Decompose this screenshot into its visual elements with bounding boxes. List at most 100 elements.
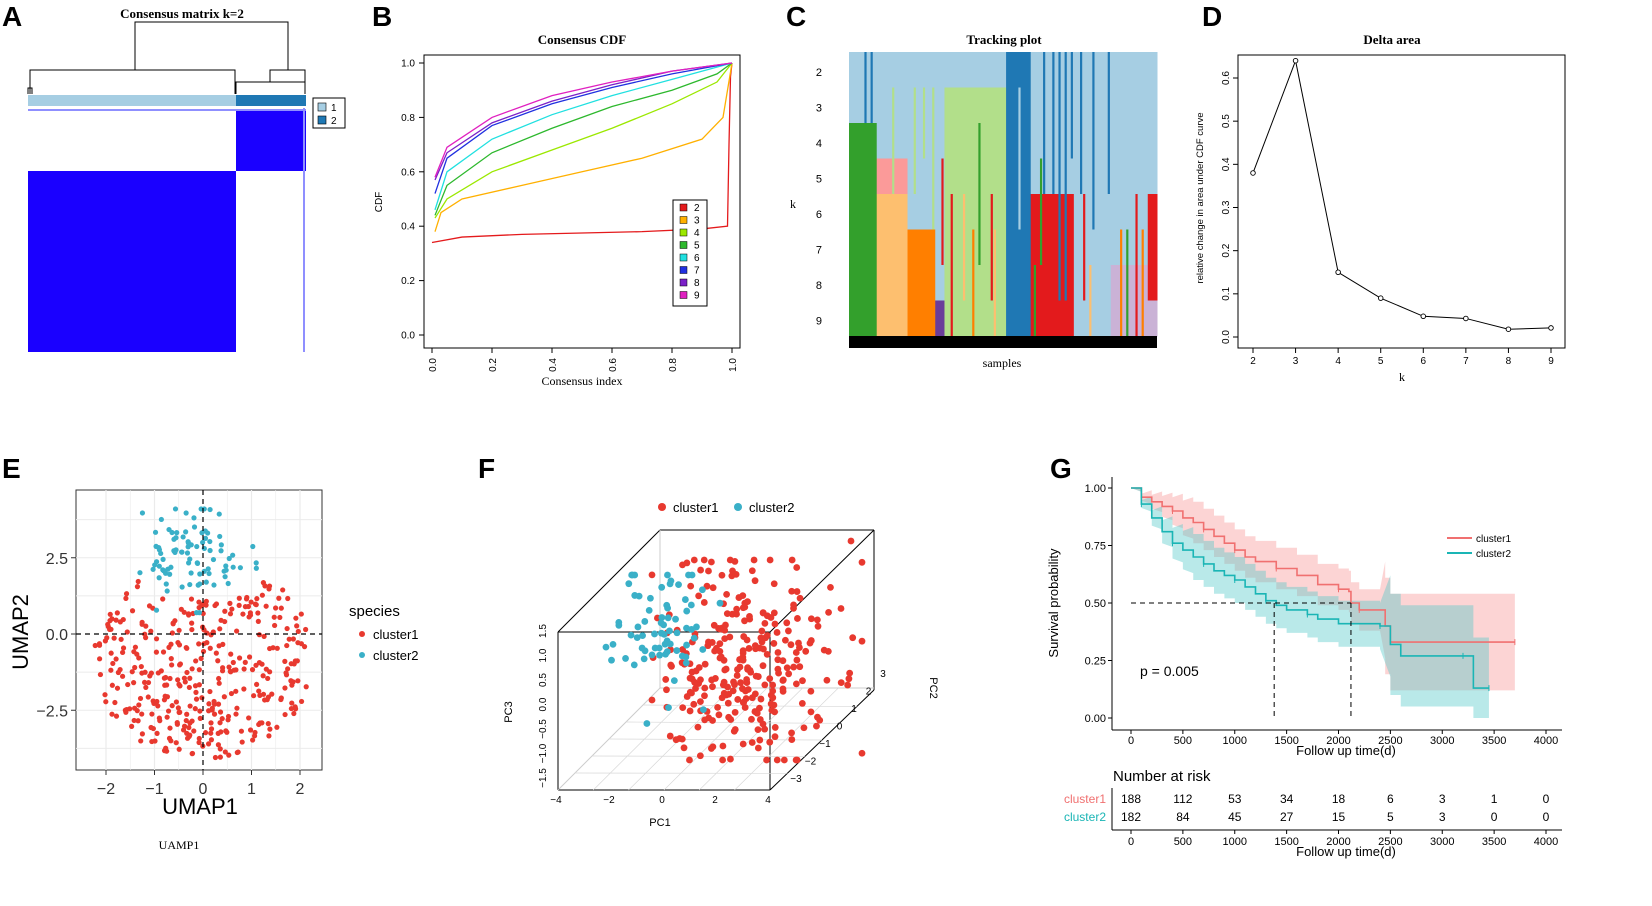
pca-legend-2: cluster2 [749, 500, 795, 515]
pca-point-cluster2 [683, 641, 690, 649]
tracking-segment [1073, 300, 1112, 337]
umap-point-cluster1 [135, 718, 141, 724]
umap-point-cluster1 [215, 701, 222, 707]
risk-x-label: Follow up time(d) [1296, 844, 1396, 859]
umap-point-cluster1 [256, 660, 263, 666]
umap-point-cluster1 [166, 644, 172, 650]
pca-point-cluster1 [845, 675, 853, 683]
pca-point-cluster1 [732, 570, 740, 578]
umap-point-cluster2 [216, 511, 222, 517]
umap-point-cluster1 [96, 641, 103, 647]
umap-legend-title: species [349, 603, 400, 620]
umap-point-cluster1 [112, 699, 118, 706]
umap-point-cluster1 [184, 645, 190, 651]
umap-point-cluster1 [290, 636, 296, 642]
umap-point-cluster1 [219, 716, 225, 722]
umap-point-cluster2 [218, 548, 224, 554]
umap-point-cluster2 [179, 549, 185, 555]
umap-point-cluster1 [200, 648, 207, 655]
pca-point-cluster1 [837, 679, 845, 687]
umap-point-cluster1 [262, 697, 268, 703]
umap-point-cluster1 [132, 664, 138, 671]
tracking-segment [1006, 52, 1032, 88]
tracking-streak [1107, 52, 1110, 194]
pca-point-cluster1 [783, 619, 791, 627]
tracking-segment [1147, 265, 1158, 301]
cdf-legend-label-9: 9 [694, 291, 700, 302]
umap-point-cluster1 [139, 711, 145, 717]
km-plot [1131, 487, 1516, 718]
risk-x-tick-label: 3500 [1482, 836, 1506, 848]
pca-box [557, 529, 875, 791]
pca-point-cluster2 [643, 720, 651, 727]
umap-point-cluster2 [194, 543, 200, 550]
pca-point-cluster1 [744, 664, 752, 672]
pca-point-cluster2 [687, 601, 695, 609]
umap-point-cluster1 [197, 708, 203, 714]
pca-floor-grid [608, 738, 823, 741]
umap-point-cluster1 [189, 626, 195, 633]
umap-point-cluster1 [153, 636, 160, 642]
risk-cell: 27 [1280, 810, 1294, 824]
tracking-segment [1006, 229, 1032, 266]
umap-point-cluster1 [102, 638, 108, 644]
pca-point-cluster2 [672, 615, 679, 623]
umap-point-cluster1 [115, 669, 121, 676]
umap-point-cluster1 [240, 611, 246, 617]
tracking-segment [876, 194, 909, 230]
umap-point-cluster1 [215, 730, 221, 736]
umap-x-tick-label: 0 [199, 781, 208, 798]
umap-point-cluster1 [289, 682, 295, 688]
panel-label-e: E [2, 453, 21, 484]
umap-point-cluster1 [123, 591, 130, 597]
umap-point-cluster2 [163, 581, 169, 587]
pca-point-cluster1 [775, 669, 782, 677]
umap-point-cluster1 [120, 645, 127, 651]
umap-point-cluster1 [263, 603, 269, 609]
pca-point-cluster1 [691, 678, 699, 686]
panel-label-f: F [478, 453, 495, 484]
pca-pc2-tick-label: −3 [790, 774, 802, 785]
umap-point-cluster1 [205, 741, 212, 747]
pca-point-cluster1 [725, 690, 733, 698]
delta-y-tick-label: 0.0 [1221, 330, 1232, 344]
tracking-streak [1070, 52, 1073, 159]
umap-point-cluster1 [207, 688, 213, 695]
umap-point-cluster1 [233, 667, 239, 673]
pca-point-cluster1 [779, 676, 787, 684]
umap-point-cluster1 [247, 727, 254, 733]
tracking-streak [1039, 158, 1043, 265]
umap-point-cluster1 [260, 691, 267, 697]
umap-point-cluster1 [217, 720, 223, 726]
umap-point-cluster1 [135, 578, 141, 585]
umap-point-cluster1 [266, 733, 272, 739]
umap-point-cluster1 [222, 749, 228, 755]
pca-pc3-tick-label: −1.0 [538, 743, 549, 763]
tracking-segment [944, 194, 1007, 230]
tracking-segment [849, 123, 878, 159]
pca-point-cluster1 [701, 660, 709, 668]
tracking-segment [944, 158, 1007, 195]
umap-point-cluster1 [186, 612, 192, 618]
pca-point-cluster1 [679, 704, 687, 712]
umap-point-cluster1 [234, 749, 240, 756]
umap-point-cluster1 [201, 641, 207, 647]
umap-point-cluster2 [226, 555, 232, 562]
matrix-block-1 [28, 171, 236, 352]
tracking-streak [1135, 194, 1138, 336]
umap-point-cluster1 [154, 698, 160, 705]
tracking-streak [1052, 52, 1055, 194]
delta-y-tick-label: 0.3 [1221, 200, 1232, 214]
umap-point-cluster1 [286, 636, 292, 642]
pca-point-cluster1 [696, 752, 704, 760]
pca-point-cluster1 [858, 558, 866, 566]
umap-point-cluster1 [207, 645, 213, 651]
umap-point-cluster1 [241, 666, 247, 672]
tracking-segment [849, 229, 878, 266]
umap-point-cluster1 [181, 723, 188, 729]
pca-point-cluster1 [793, 656, 801, 664]
umap-point-cluster1 [189, 750, 195, 757]
cdf-plot-frame [423, 54, 741, 349]
km-x-tick-label: 500 [1174, 735, 1192, 747]
umap-point-cluster1 [242, 604, 249, 610]
